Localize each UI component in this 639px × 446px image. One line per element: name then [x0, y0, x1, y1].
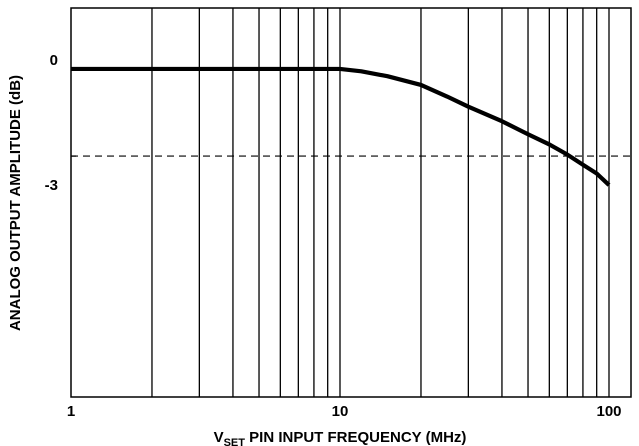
y-axis-label: ANALOG OUTPUT AMPLITUDE (dB)	[7, 75, 24, 331]
x-tick-label-1: 1	[67, 403, 75, 420]
x-tick-label-10: 10	[332, 403, 349, 420]
plot-frame	[70, 7, 632, 398]
plot-area	[70, 7, 632, 398]
x-axis-label-main: V	[214, 429, 224, 446]
x-axis-label-rest: PIN INPUT FREQUENCY (MHz)	[245, 429, 466, 446]
x-axis-label: VSET PIN INPUT FREQUENCY (MHz)	[214, 429, 467, 446]
x-tick-label-100: 100	[596, 403, 621, 420]
x-axis-label-subscript: SET	[224, 437, 246, 446]
y-tick-label-0: 0	[50, 52, 58, 69]
y-tick-label-minus-3: -3	[45, 177, 58, 194]
chart-labels: 1 10 100 0 -3 VSET PIN INPUT FREQUENCY (…	[7, 52, 622, 446]
series-line-0	[71, 66, 611, 187]
